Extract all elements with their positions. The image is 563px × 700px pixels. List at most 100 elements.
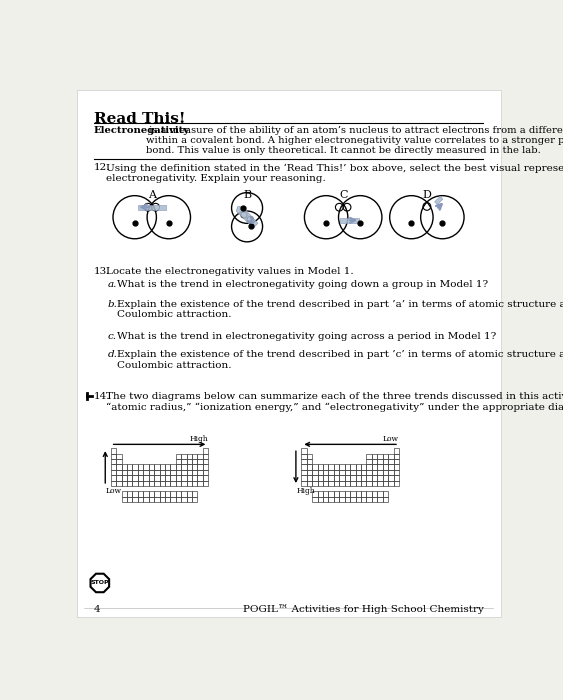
Bar [171, 464, 176, 470]
Bar [127, 464, 132, 470]
Bar [301, 459, 307, 464]
Bar [111, 464, 116, 470]
Bar [181, 459, 186, 464]
Text: a.: a. [108, 281, 117, 289]
Bar [377, 454, 383, 459]
Bar [149, 480, 154, 486]
Text: d.: d. [108, 351, 118, 359]
Bar [339, 491, 345, 497]
Bar [307, 480, 312, 486]
Bar [127, 470, 132, 475]
Bar [159, 464, 165, 470]
Bar [318, 464, 323, 470]
Bar [111, 470, 116, 475]
Bar [181, 470, 186, 475]
Bar [307, 475, 312, 480]
Bar [356, 470, 361, 475]
Bar [356, 480, 361, 486]
Bar [176, 491, 181, 497]
Bar [301, 470, 307, 475]
Bar [143, 470, 149, 475]
Bar [116, 454, 122, 459]
Bar [388, 475, 394, 480]
Bar [388, 470, 394, 475]
Bar [132, 475, 138, 480]
Bar [149, 464, 154, 470]
Bar [149, 491, 154, 497]
Bar [132, 470, 138, 475]
Bar [372, 454, 377, 459]
Bar [361, 480, 367, 486]
Bar [192, 475, 198, 480]
Bar [394, 464, 399, 470]
Bar [356, 497, 361, 502]
Bar [192, 464, 198, 470]
Bar [383, 497, 388, 502]
Text: Using the definition stated in the ‘Read This!’ box above, select the best visua: Using the definition stated in the ‘Read… [106, 163, 563, 183]
Bar [159, 497, 165, 502]
Bar [143, 491, 149, 497]
Bar [122, 470, 127, 475]
Bar [307, 464, 312, 470]
Bar [192, 470, 198, 475]
Bar [328, 491, 334, 497]
Bar [361, 497, 367, 502]
Bar [328, 497, 334, 502]
Bar [345, 464, 350, 470]
Bar [116, 470, 122, 475]
Text: High: High [190, 435, 208, 443]
Bar [323, 497, 328, 502]
Bar [127, 480, 132, 486]
Bar [377, 464, 383, 470]
Bar [186, 464, 192, 470]
Bar [111, 448, 116, 454]
Bar [323, 470, 328, 475]
Bar [192, 497, 198, 502]
Text: is a measure of the ability of an atom’s nucleus to attract electrons from a dif: is a measure of the ability of an atom’s… [146, 125, 563, 155]
Bar [361, 491, 367, 497]
Bar [356, 475, 361, 480]
Bar [339, 464, 345, 470]
Bar [394, 448, 399, 454]
Bar [367, 459, 372, 464]
Text: The two diagrams below can summarize each of the three trends discussed in this : The two diagrams below can summarize eac… [106, 392, 563, 412]
Bar [383, 491, 388, 497]
Bar [323, 464, 328, 470]
Bar [181, 497, 186, 502]
Bar [186, 470, 192, 475]
Bar [301, 464, 307, 470]
Bar [367, 491, 372, 497]
Bar [143, 497, 149, 502]
Bar [122, 480, 127, 486]
Bar [301, 448, 307, 454]
Bar [203, 470, 208, 475]
Bar [334, 475, 339, 480]
Bar [159, 480, 165, 486]
Bar [159, 475, 165, 480]
Bar [181, 480, 186, 486]
Bar [340, 218, 359, 223]
Text: B: B [243, 190, 251, 200]
Text: Low: Low [106, 486, 122, 495]
Bar [192, 459, 198, 464]
Bar [383, 454, 388, 459]
Bar [198, 454, 203, 459]
Bar [122, 491, 127, 497]
Bar [154, 491, 159, 497]
Bar [377, 459, 383, 464]
Bar [394, 480, 399, 486]
Bar [377, 475, 383, 480]
Bar [345, 475, 350, 480]
Bar [154, 497, 159, 502]
Bar [356, 464, 361, 470]
Bar [186, 497, 192, 502]
Polygon shape [91, 574, 109, 592]
Bar [388, 454, 394, 459]
Bar [350, 475, 356, 480]
Bar [132, 491, 138, 497]
Bar [435, 197, 443, 204]
Bar [203, 448, 208, 454]
Bar [176, 475, 181, 480]
Bar [198, 475, 203, 480]
Bar [186, 491, 192, 497]
